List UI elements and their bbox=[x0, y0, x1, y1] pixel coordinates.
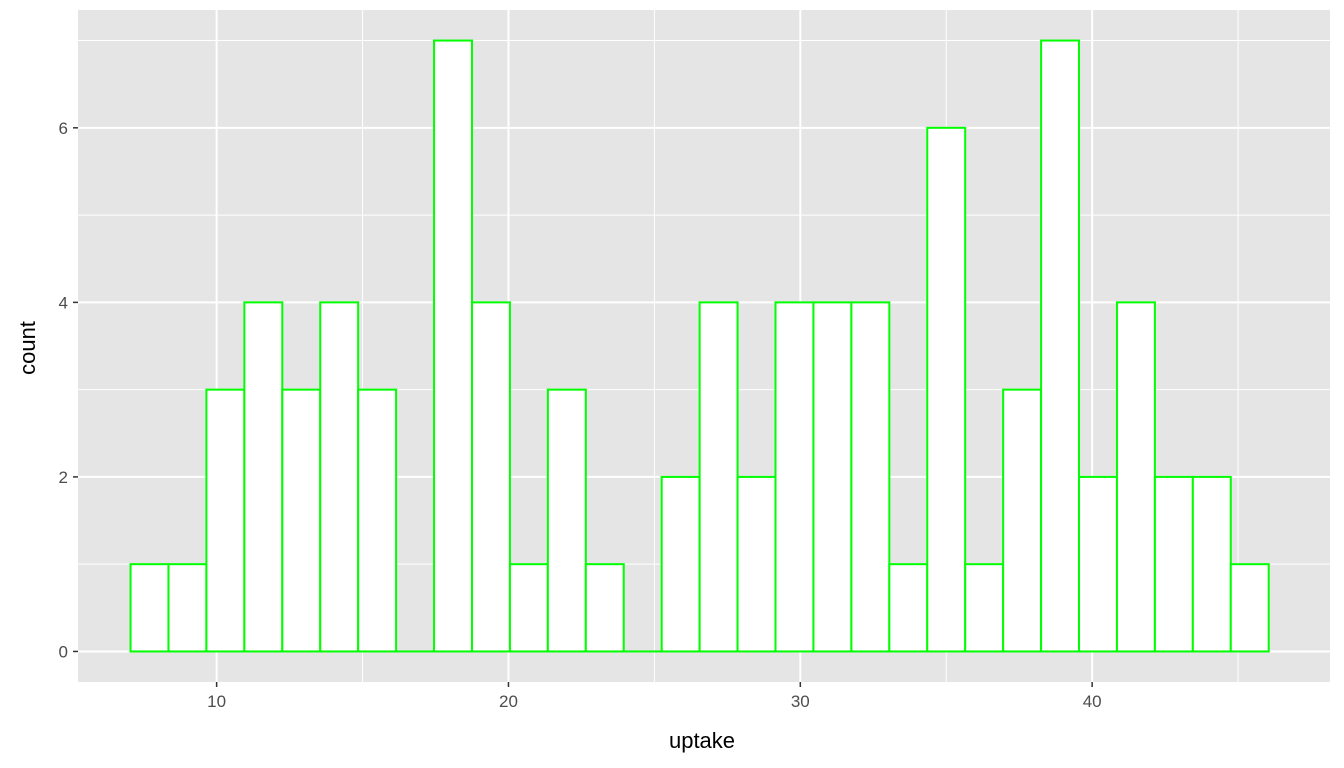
y-tick-label: 4 bbox=[59, 293, 68, 312]
histogram-bar bbox=[1191, 475, 1232, 653]
histogram-bar bbox=[205, 388, 246, 653]
histogram-bar bbox=[584, 563, 625, 653]
histogram-bar bbox=[470, 301, 511, 653]
histogram-bar bbox=[357, 388, 398, 653]
histogram-bar bbox=[736, 475, 777, 653]
y-tick-label: 2 bbox=[59, 468, 68, 487]
x-tick-label: 30 bbox=[791, 692, 810, 711]
y-axis-title: count bbox=[15, 321, 40, 375]
histogram-bar bbox=[888, 563, 929, 653]
x-axis-title: uptake bbox=[669, 728, 735, 753]
histogram-bar bbox=[1040, 39, 1081, 653]
histogram-bar bbox=[964, 563, 1005, 653]
histogram-bar bbox=[546, 388, 587, 653]
histogram-bar bbox=[1078, 475, 1118, 653]
histogram-bar bbox=[1002, 388, 1043, 653]
histogram-bar bbox=[1153, 475, 1194, 653]
x-axis: 10 20 30 40 bbox=[207, 682, 1102, 711]
histogram-bar bbox=[812, 301, 853, 653]
histogram-bar bbox=[774, 301, 815, 653]
histogram-bar bbox=[698, 301, 739, 653]
x-tick-label: 10 bbox=[207, 692, 226, 711]
histogram-bar bbox=[167, 563, 208, 653]
histogram-bar bbox=[1229, 563, 1270, 653]
histogram-bar bbox=[243, 301, 284, 653]
histogram-bars bbox=[129, 39, 1270, 653]
histogram-bar bbox=[319, 301, 360, 653]
histogram-bar bbox=[508, 563, 549, 653]
histogram-bar bbox=[433, 39, 473, 653]
histogram-bar bbox=[281, 388, 322, 653]
histogram-bar bbox=[129, 563, 170, 653]
histogram-bar bbox=[850, 301, 891, 653]
histogram-bar bbox=[926, 126, 967, 653]
y-tick-label: 6 bbox=[59, 119, 68, 138]
y-axis: 0 2 4 6 bbox=[59, 119, 78, 661]
histogram-bar bbox=[1115, 301, 1156, 653]
x-tick-label: 20 bbox=[499, 692, 518, 711]
x-tick-label: 40 bbox=[1083, 692, 1102, 711]
histogram-bar bbox=[660, 475, 701, 653]
y-tick-label: 0 bbox=[59, 642, 68, 661]
